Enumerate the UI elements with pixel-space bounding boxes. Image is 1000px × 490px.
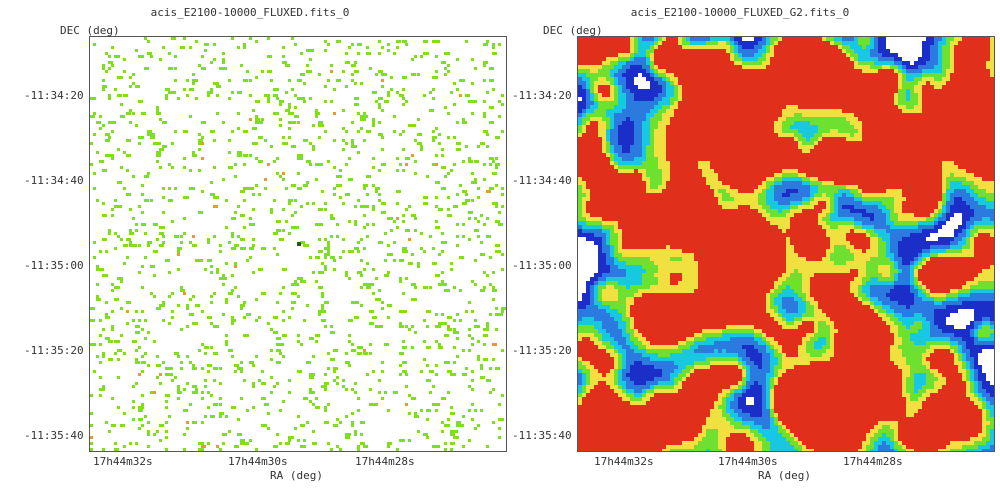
panel-title: acis_E2100-10000_FLUXED.fits_0 [150,6,350,19]
panel-title: acis_E2100-10000_FLUXED_G2.fits_0 [630,6,850,19]
x-tick: 17h44m32s [594,455,654,468]
y-tick: -11:35:20 [24,344,84,357]
y-tick: -11:35:40 [24,429,84,442]
y-tick: -11:34:40 [24,174,84,187]
y-axis-label: DEC (deg) [60,24,120,37]
sparse-pixel-image [90,37,506,451]
x-axis-label: RA (deg) [270,469,323,482]
y-tick: -11:34:20 [512,89,572,102]
x-tick: 17h44m30s [228,455,288,468]
x-axis-label: RA (deg) [758,469,811,482]
image-frame-fluxed[interactable] [89,36,507,452]
y-tick: -11:35:20 [512,344,572,357]
x-tick: 17h44m28s [843,455,903,468]
y-tick: -11:34:20 [24,89,84,102]
x-tick: 17h44m32s [93,455,153,468]
x-tick: 17h44m28s [355,455,415,468]
smoothed-heatmap-image [578,37,994,451]
y-tick: -11:35:00 [512,259,572,272]
heatmap-layer [578,37,994,451]
panel-fluxed: acis_E2100-10000_FLUXED.fits_0 DEC (deg)… [24,6,507,482]
y-axis-label: DEC (deg) [543,24,603,37]
peak-pixel [297,242,301,246]
pixel-layer [90,37,506,451]
x-tick: 17h44m30s [718,455,778,468]
y-tick: -11:35:40 [512,429,572,442]
image-frame-fluxed-g2[interactable] [577,36,995,452]
y-tick: -11:34:40 [512,174,572,187]
panel-fluxed-g2: acis_E2100-10000_FLUXED_G2.fits_0 DEC (d… [490,0,995,490]
y-tick: -11:35:00 [24,259,84,272]
